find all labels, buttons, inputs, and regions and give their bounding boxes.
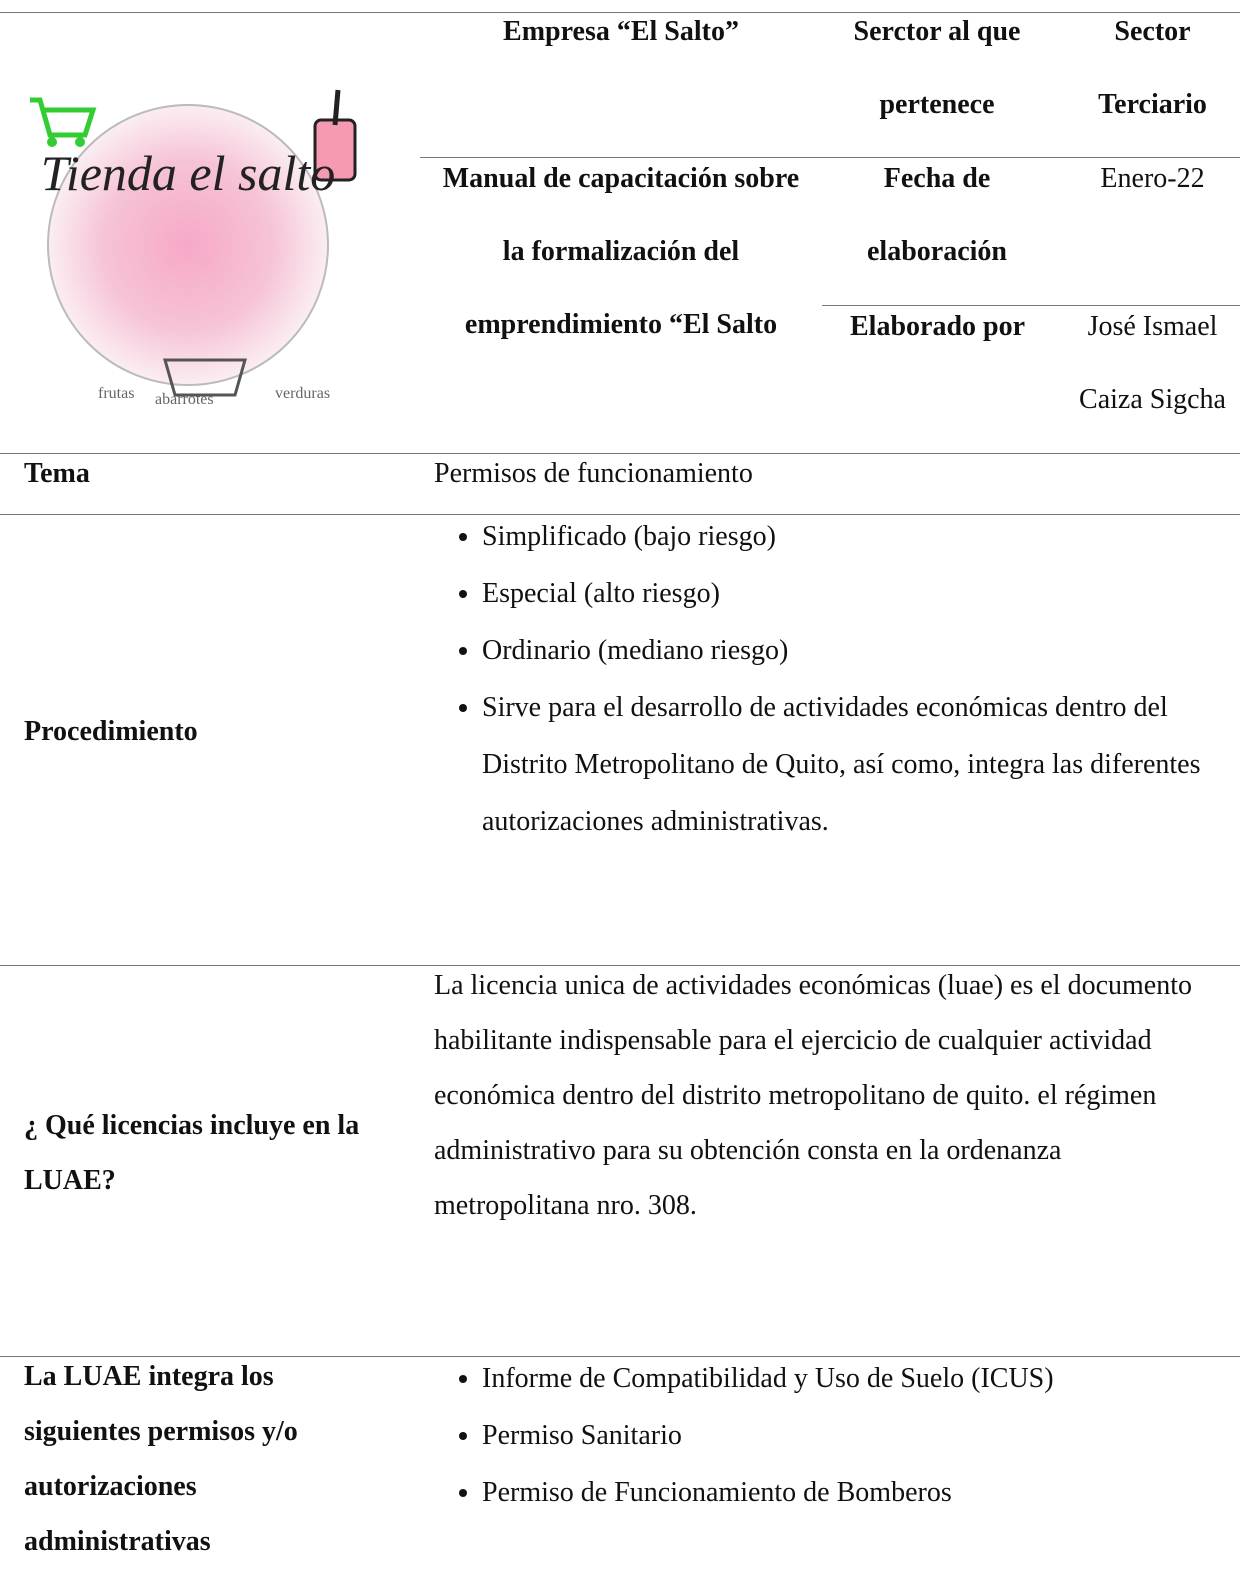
row-label: Procedimiento [24,716,198,747]
list-item: Ordinario (mediano riesgo) [482,622,1214,679]
row-text: Permisos de funcionamiento [434,458,753,489]
logo: Tienda el salto frutas abarrotes verdura… [30,89,357,408]
sector-value: Sector Terciario [1098,16,1207,120]
rule [822,305,1240,306]
rule [0,12,1240,13]
logo-tag: abarrotes [155,391,214,408]
row-list: Informe de Compatibilidad y Uso de Suelo… [434,1350,1214,1521]
row-list: Simplificado (bajo riesgo)Especial (alto… [434,508,1214,850]
rule [0,514,1240,515]
rule [0,965,1240,966]
rule [0,1356,1240,1357]
list-item: Permiso Sanitario [482,1407,1214,1464]
row-label: La LUAE integra los siguientes permisos … [24,1361,298,1557]
sector-label: Serctor al que pertenece [853,16,1021,120]
list-item: Permiso de Funcionamiento de Bomberos [482,1464,1214,1521]
author-label: Elaborado por [849,311,1026,342]
author-value: José Ismael Caiza Sigcha [1079,311,1226,415]
row-label: Tema [24,458,90,489]
logo-tag: verduras [275,385,330,402]
row-label: ¿ Qué licencias incluye en la LUAE? [24,1110,360,1196]
date-value: Enero-22 [1100,163,1205,194]
logo-tag: frutas [98,385,134,402]
row-text: La licencia unica de actividades económi… [434,970,1192,1221]
date-label: Fecha de elaboración [867,163,1007,267]
list-item: Especial (alto riesgo) [482,565,1214,622]
rule [0,453,1240,454]
list-item: Simplificado (bajo riesgo) [482,508,1214,565]
manual-title: Manual de capacitación sobre la formaliz… [442,163,800,340]
list-item: Sirve para el desarrollo de actividades … [482,679,1214,850]
list-item: Informe de Compatibilidad y Uso de Suelo… [482,1350,1214,1407]
company: Empresa “El Salto” [503,16,739,47]
rule [420,157,1240,158]
logo-title: Tienda el salto [41,145,335,201]
